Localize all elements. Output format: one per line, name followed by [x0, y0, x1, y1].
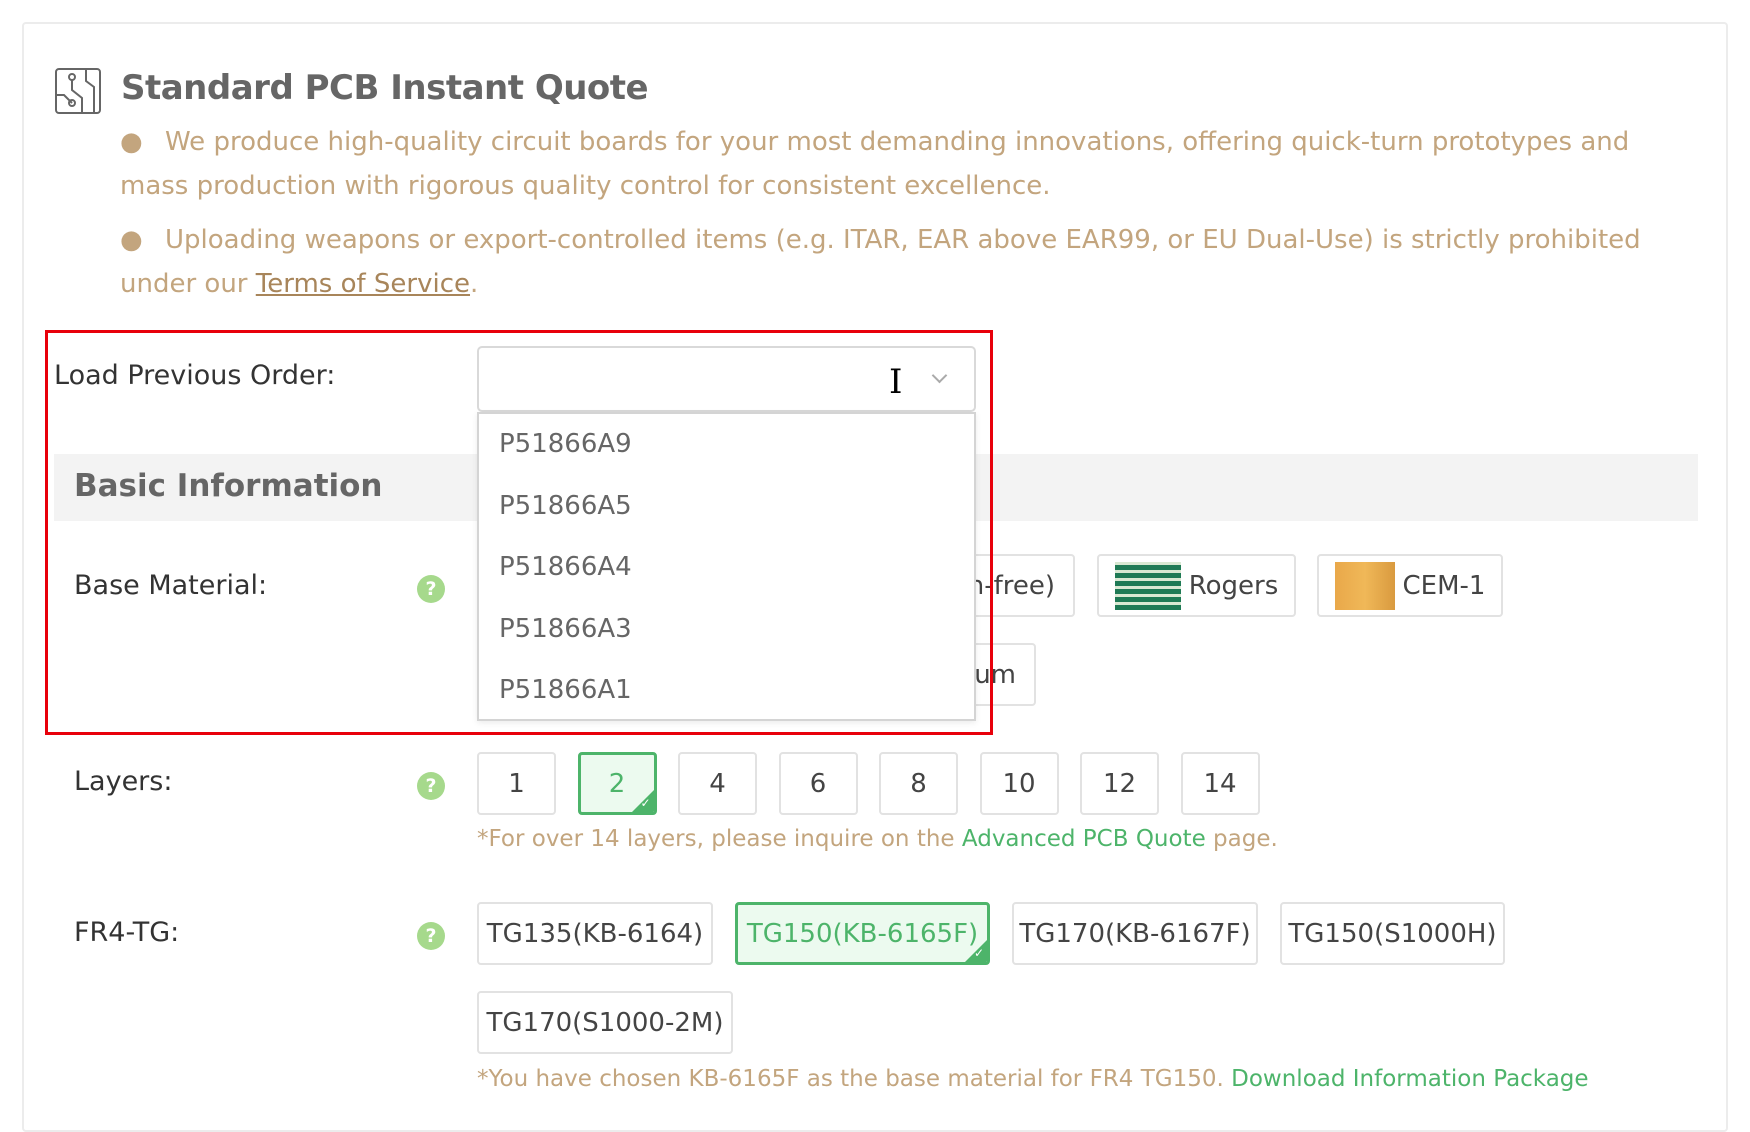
dropdown-option[interactable]: P51866A3 — [499, 613, 632, 644]
dropdown-option[interactable]: P51866A1 — [499, 675, 632, 705]
check-icon: ✓ — [973, 946, 984, 960]
check-icon: ✓ — [640, 796, 651, 810]
load-previous-order-label: Load Previous Order: — [54, 360, 336, 391]
pcb-circuit-icon — [55, 68, 101, 114]
layer-option-8[interactable]: 8 — [879, 752, 958, 815]
fr4-tg-option[interactable]: TG170(KB-6167F) — [1012, 902, 1258, 965]
chevron-down-icon[interactable] — [931, 367, 948, 384]
fr4-tg-option[interactable]: TG150(S1000H) — [1280, 902, 1505, 965]
layer-option-14[interactable]: 14 — [1180, 752, 1260, 815]
layer-option-10[interactable]: 10 — [979, 752, 1059, 815]
fr4-tg-label: FR4-TG: — [74, 917, 180, 948]
cem1-swatch-image — [1334, 561, 1395, 610]
base-material-option-rogers[interactable]: Rogers — [1097, 554, 1296, 617]
fr4-tg-option[interactable]: TG170(S1000-2M) — [477, 991, 733, 1054]
dropdown-option[interactable]: P51866A5 — [499, 490, 632, 521]
layer-option-6[interactable]: 6 — [778, 752, 858, 815]
previous-order-dropdown: P51866A9 P51866A5 P51866A4 P51866A3 P518… — [477, 412, 976, 721]
layer-option-4[interactable]: 4 — [678, 752, 757, 815]
load-previous-order-select[interactable]: I — [477, 346, 976, 412]
text-cursor-icon: I — [889, 362, 903, 402]
dropdown-option[interactable]: P51866A4 — [499, 552, 632, 582]
help-icon[interactable]: ? — [417, 922, 445, 950]
page-title: Standard PCB Instant Quote — [121, 68, 649, 108]
bullet-quality: ● We produce high-quality circuit boards … — [120, 127, 1630, 201]
help-icon[interactable]: ? — [417, 772, 445, 800]
bullet-export: ● Uploading weapons or export-controlled … — [120, 225, 1641, 299]
layers-note: *For over 14 layers, please inquire on t… — [477, 826, 1278, 852]
fr4-tg-option[interactable]: TG135(KB-6164) — [477, 902, 713, 965]
dropdown-option[interactable]: P51866A9 — [499, 429, 632, 459]
download-information-package-link[interactable]: Download Information Package — [1231, 1066, 1589, 1092]
help-icon[interactable]: ? — [417, 575, 445, 603]
layer-option-1[interactable]: 1 — [477, 752, 556, 815]
base-material-option-cem1[interactable]: CEM-1 — [1317, 554, 1503, 617]
layers-label: Layers: — [74, 766, 173, 797]
intro-bullets: ● We produce high-quality circuit boards … — [120, 120, 1700, 316]
fr4-tg-option[interactable]: TG150(KB-6165F) ✓ — [735, 902, 990, 965]
layer-option-2[interactable]: 2 ✓ — [577, 752, 657, 815]
base-material-label: Base Material: — [74, 570, 268, 601]
rogers-swatch-image — [1114, 561, 1181, 610]
layer-option-12[interactable]: 12 — [1080, 752, 1159, 815]
fr4-tg-note: *You have chosen KB-6165F as the base ma… — [477, 1066, 1589, 1092]
advanced-pcb-quote-link[interactable]: Advanced PCB Quote — [961, 826, 1206, 852]
terms-of-service-link[interactable]: Terms of Service — [255, 269, 471, 299]
